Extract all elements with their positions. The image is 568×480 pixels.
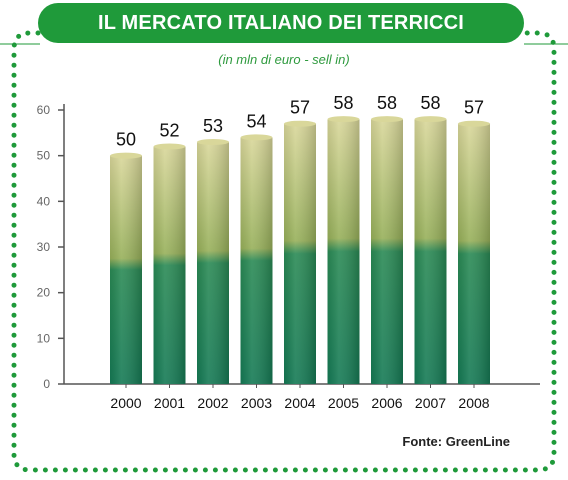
bar-shade <box>153 146 186 384</box>
data-label: 50 <box>116 130 136 150</box>
bar-cap <box>458 120 490 127</box>
chart-subtitle: (in mln di euro - sell in) <box>218 52 350 67</box>
bar-cap <box>371 116 403 123</box>
data-label: 58 <box>420 93 440 113</box>
data-label: 58 <box>377 93 397 113</box>
data-label: 52 <box>159 121 179 141</box>
y-tick-label: 20 <box>37 286 51 300</box>
bar-cap <box>153 143 186 150</box>
y-tick-label: 50 <box>37 149 51 163</box>
x-tick-label: 2002 <box>197 395 228 411</box>
y-tick-label: 30 <box>37 240 51 254</box>
bar-shade <box>240 137 273 384</box>
bar-cap <box>197 138 229 145</box>
data-label: 53 <box>203 116 223 136</box>
data-label: 57 <box>464 98 484 118</box>
bar-cap <box>414 116 447 123</box>
x-tick-label: 2004 <box>284 395 315 411</box>
bar-shade <box>284 123 316 384</box>
bar-shade <box>414 119 447 384</box>
bar-cap <box>284 120 316 127</box>
bar-shade <box>327 119 360 384</box>
x-tick-label: 2008 <box>458 395 489 411</box>
x-tick-label: 2001 <box>154 395 185 411</box>
bar-cap <box>240 134 273 141</box>
chart-title: IL MERCATO ITALIANO DEI TERRICCI <box>38 3 524 43</box>
dotted-border <box>11 30 557 473</box>
x-tick-label: 2000 <box>110 395 141 411</box>
bar-shade <box>110 155 142 384</box>
source-note: Fonte: GreenLine <box>402 434 510 449</box>
plot-area: 0 10 20 30 40 50 60 50 2000 52 2001 53 2002 54 2003 57 2… <box>37 93 540 411</box>
x-tick-label: 2006 <box>371 395 402 411</box>
x-tick-label: 2007 <box>415 395 446 411</box>
x-tick-label: 2003 <box>241 395 272 411</box>
bar-shade <box>371 119 403 384</box>
y-tick-label: 60 <box>37 103 51 117</box>
x-tick-label: 2005 <box>328 395 359 411</box>
y-tick-label: 10 <box>37 331 51 345</box>
bar-shade <box>197 141 229 384</box>
y-tick-label: 0 <box>43 377 50 391</box>
data-label: 54 <box>246 111 266 131</box>
bar-cap <box>110 152 142 159</box>
data-label: 58 <box>333 93 353 113</box>
y-tick-label: 40 <box>37 194 51 208</box>
bar-cap <box>327 116 360 123</box>
bar-shade <box>458 123 490 384</box>
data-label: 57 <box>290 98 310 118</box>
